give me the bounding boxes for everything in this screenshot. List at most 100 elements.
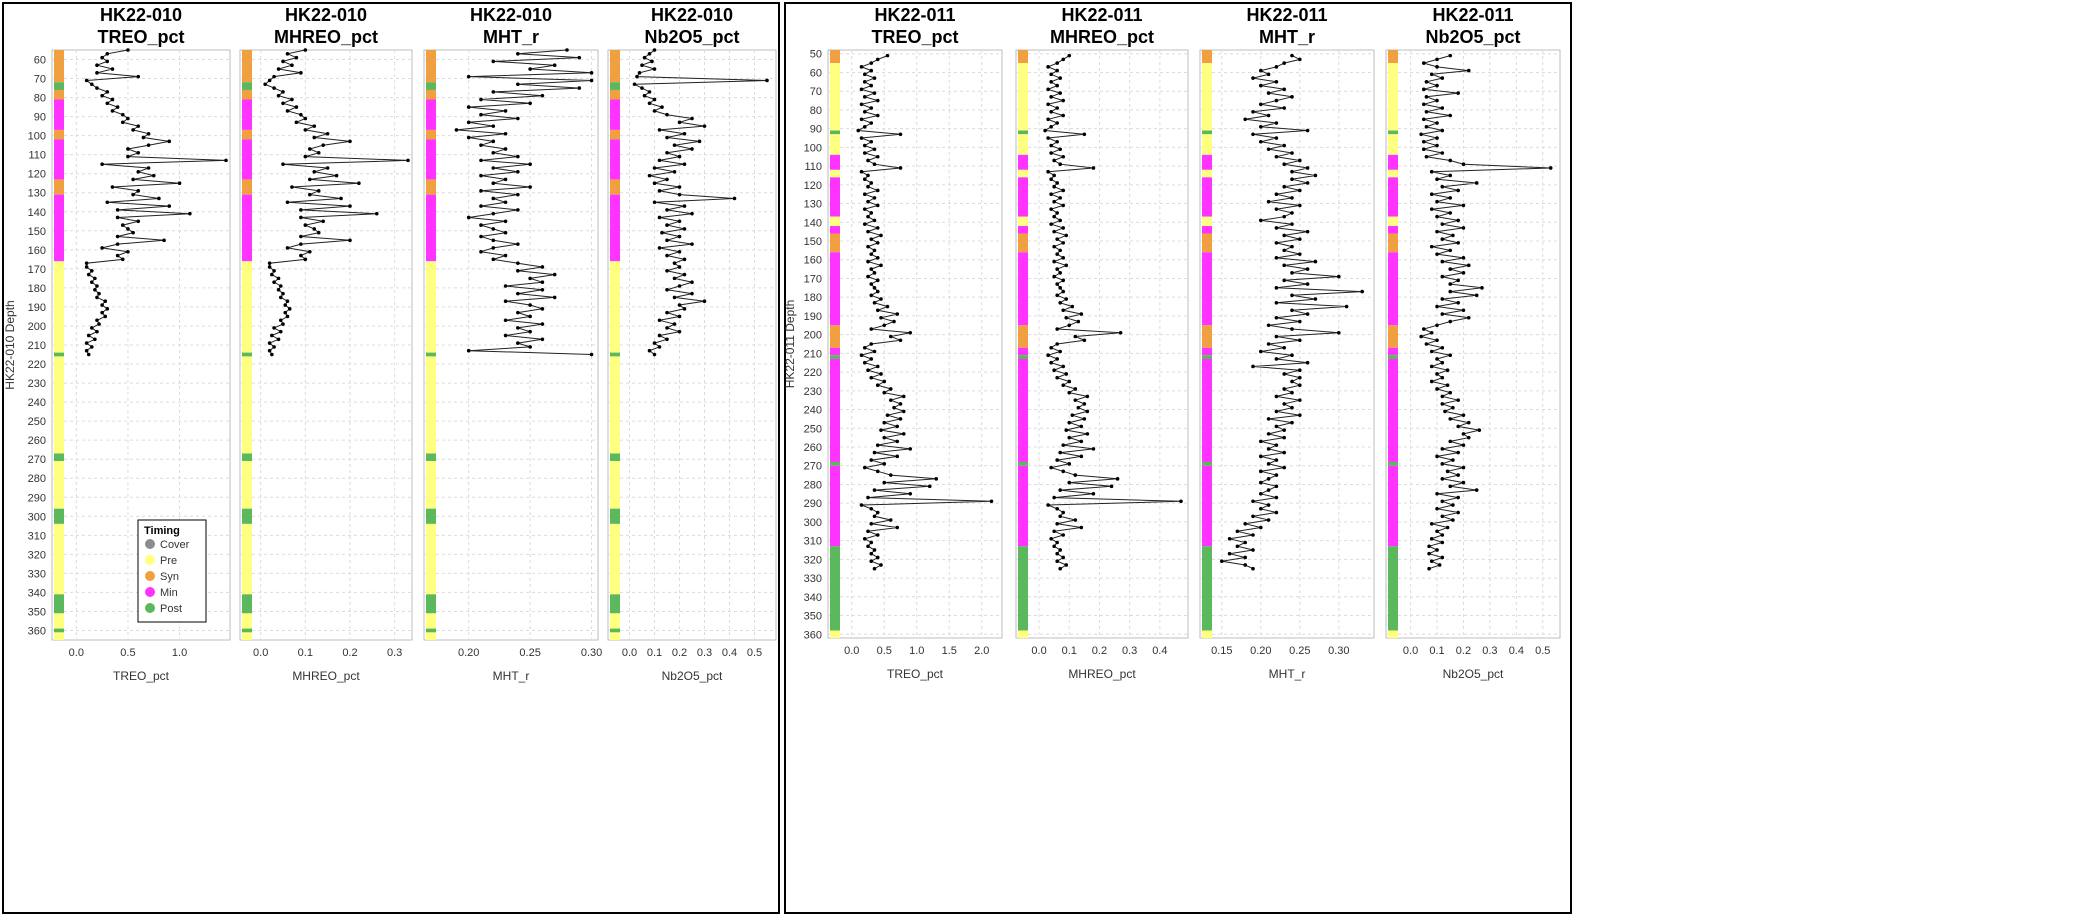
data-point bbox=[1052, 173, 1056, 178]
data-point bbox=[290, 97, 294, 102]
data-point bbox=[866, 214, 870, 219]
data-point bbox=[882, 480, 887, 485]
depth-tick-label: 200 bbox=[804, 330, 822, 342]
data-point bbox=[115, 105, 120, 109]
timing-interval-post bbox=[54, 628, 64, 633]
data-point bbox=[272, 345, 276, 349]
data-point bbox=[1251, 566, 1255, 571]
timing-interval-post bbox=[830, 546, 840, 631]
data-point bbox=[1456, 91, 1460, 95]
x-tick-label: 0.0 bbox=[1403, 645, 1418, 657]
timing-interval-pre bbox=[830, 134, 840, 155]
data-point bbox=[1466, 435, 1471, 440]
data-point bbox=[1298, 319, 1302, 324]
data-point bbox=[1461, 162, 1466, 167]
timing-interval-post bbox=[1388, 130, 1398, 135]
data-point bbox=[872, 248, 877, 253]
data-point bbox=[466, 105, 471, 109]
data-point bbox=[1282, 143, 1286, 148]
data-point bbox=[466, 135, 471, 140]
data-point bbox=[1435, 454, 1439, 459]
data-point bbox=[503, 299, 508, 304]
data-point bbox=[303, 223, 308, 227]
timing-interval-pre bbox=[242, 461, 252, 509]
data-point bbox=[1313, 173, 1318, 178]
data-point bbox=[479, 223, 483, 227]
timing-interval-min bbox=[1018, 358, 1028, 462]
data-point bbox=[267, 265, 272, 269]
data-point bbox=[1429, 72, 1434, 77]
data-point bbox=[1282, 387, 1286, 391]
data-point bbox=[1440, 375, 1445, 380]
data-point bbox=[503, 177, 508, 182]
data-point bbox=[1046, 65, 1050, 69]
data-point bbox=[272, 86, 276, 90]
data-point bbox=[1274, 136, 1279, 140]
data-point bbox=[1448, 417, 1453, 421]
timing-interval-pre bbox=[610, 261, 620, 353]
legend-label-min: Min bbox=[160, 587, 178, 599]
data-point bbox=[895, 312, 900, 316]
data-point bbox=[866, 158, 870, 163]
timing-interval-min bbox=[1388, 358, 1398, 462]
data-point bbox=[479, 112, 483, 117]
data-point bbox=[167, 139, 172, 144]
data-point bbox=[1337, 274, 1341, 279]
data-point bbox=[879, 563, 883, 567]
timing-interval-min bbox=[830, 252, 840, 326]
data-point bbox=[1282, 402, 1286, 406]
timing-interval-pre bbox=[426, 261, 436, 353]
data-point bbox=[879, 233, 883, 238]
depth-tick-label: 130 bbox=[804, 199, 822, 211]
data-point bbox=[1058, 162, 1062, 167]
data-point bbox=[167, 204, 172, 208]
data-point bbox=[885, 304, 890, 309]
data-point bbox=[466, 215, 471, 220]
x-tick-label: 0.1 bbox=[298, 647, 313, 659]
data-point bbox=[652, 166, 657, 170]
data-point bbox=[647, 101, 652, 106]
data-point bbox=[334, 173, 339, 178]
data-point bbox=[882, 323, 887, 328]
data-point bbox=[86, 333, 91, 338]
data-point bbox=[303, 116, 308, 121]
data-point bbox=[1440, 462, 1445, 466]
data-point bbox=[276, 93, 281, 98]
data-point bbox=[888, 398, 893, 402]
data-point bbox=[879, 315, 883, 320]
x-tick-label: 0.1 bbox=[1429, 645, 1444, 657]
data-point bbox=[316, 150, 321, 155]
data-point bbox=[126, 48, 130, 52]
data-point bbox=[1461, 443, 1466, 447]
data-point bbox=[1049, 465, 1053, 470]
data-point bbox=[869, 357, 874, 361]
timing-interval-pre bbox=[610, 613, 620, 629]
data-point bbox=[479, 158, 483, 163]
data-point bbox=[552, 295, 557, 300]
data-point bbox=[875, 278, 880, 283]
data-point bbox=[126, 154, 130, 159]
data-point bbox=[516, 242, 520, 246]
data-point bbox=[1435, 492, 1439, 496]
depth-tick-label: 100 bbox=[804, 142, 822, 154]
data-point bbox=[875, 188, 880, 193]
timing-interval-pre bbox=[54, 523, 64, 595]
x-tick-label: 0.3 bbox=[1122, 645, 1137, 657]
data-point bbox=[1435, 136, 1439, 140]
data-point bbox=[281, 90, 285, 94]
data-point bbox=[1055, 293, 1059, 298]
x-tick-label: 1.0 bbox=[172, 647, 187, 659]
data-point bbox=[146, 131, 151, 136]
data-point bbox=[1435, 304, 1439, 309]
data-point bbox=[126, 227, 130, 231]
data-point bbox=[859, 117, 864, 122]
data-point bbox=[1073, 473, 1078, 477]
data-point bbox=[1259, 218, 1263, 223]
data-point bbox=[862, 465, 867, 470]
timing-interval-post bbox=[610, 82, 620, 90]
data-point bbox=[665, 112, 669, 117]
data-point bbox=[1290, 53, 1294, 58]
timing-interval-pre bbox=[1388, 630, 1398, 638]
data-point bbox=[1251, 499, 1255, 504]
data-point bbox=[540, 307, 545, 311]
